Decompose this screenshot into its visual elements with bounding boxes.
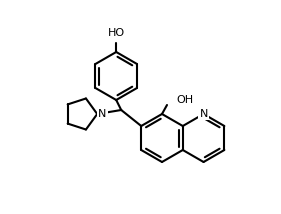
Text: N: N	[200, 109, 208, 119]
Text: OH: OH	[176, 95, 193, 105]
Text: N: N	[98, 109, 106, 119]
Text: HO: HO	[108, 28, 125, 38]
